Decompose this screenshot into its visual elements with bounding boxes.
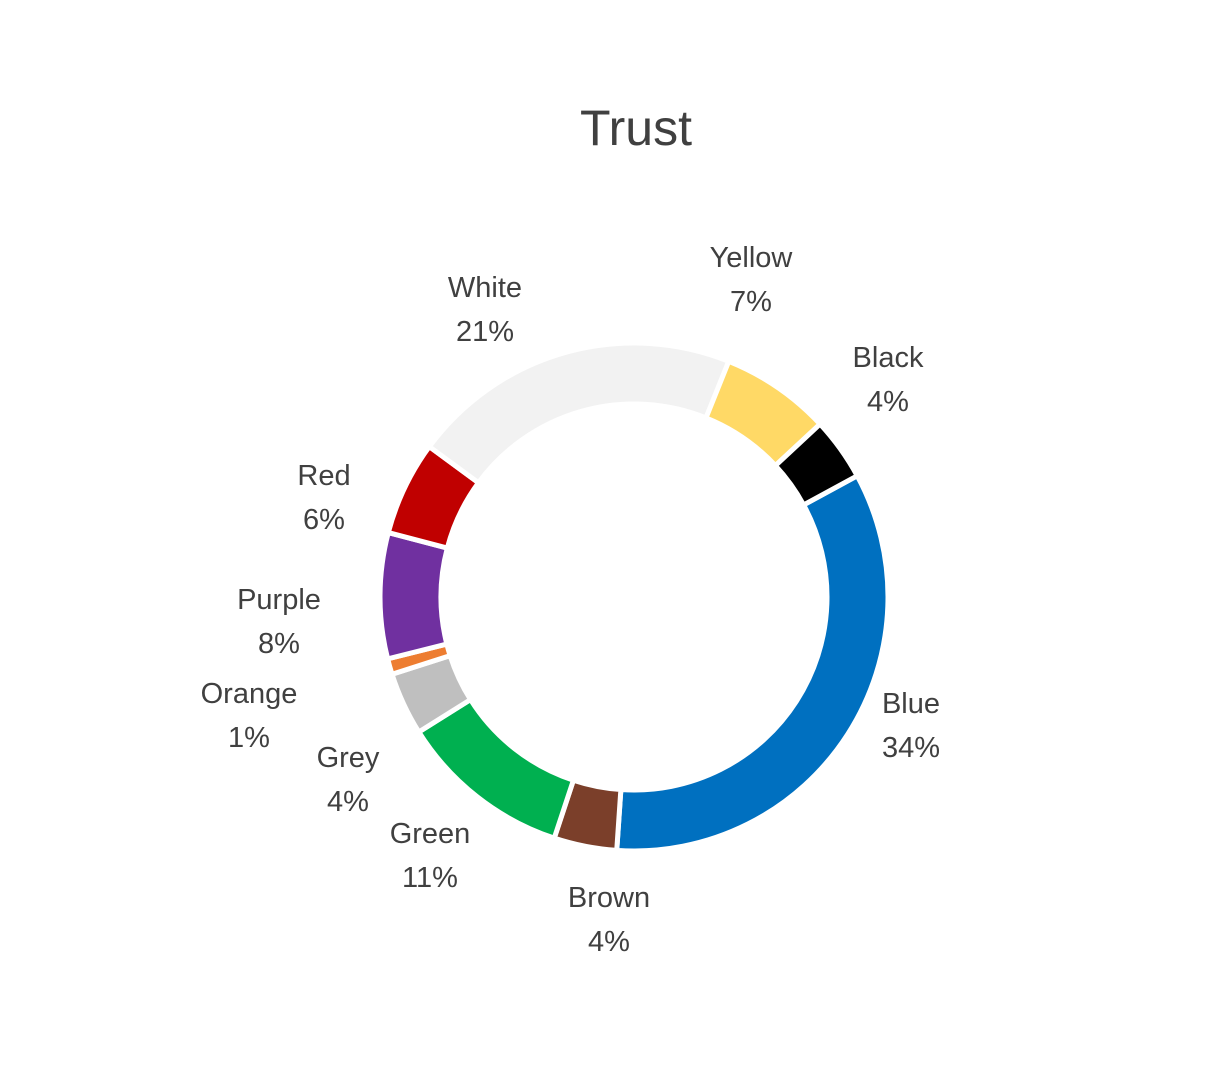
slice-percent-white: 21% (456, 316, 514, 348)
slice-percent-purple: 8% (258, 628, 300, 660)
slice-name-red: Red (297, 460, 350, 492)
slice-name-orange: Orange (201, 678, 298, 710)
donut-slices (377, 340, 891, 854)
slice-percent-red: 6% (303, 504, 345, 536)
slice-purple (377, 529, 451, 662)
slice-name-brown: Brown (568, 882, 650, 914)
slice-name-purple: Purple (237, 584, 321, 616)
slice-name-green: Green (390, 818, 471, 850)
slice-name-white: White (448, 272, 522, 304)
slice-percent-brown: 4% (588, 926, 630, 958)
slice-percent-yellow: 7% (730, 286, 772, 318)
slice-name-yellow: Yellow (710, 242, 794, 274)
slice-blue (614, 472, 891, 854)
slice-percent-blue: 34% (882, 732, 940, 764)
slice-name-black: Black (853, 342, 924, 374)
slice-labels: Blue 34% Brown 4% Green 11% Grey 4% Orange 1% Purp… (201, 242, 940, 958)
slice-white (425, 340, 732, 487)
slice-black (771, 420, 861, 509)
slice-percent-black: 4% (867, 386, 909, 418)
slice-name-blue: Blue (882, 688, 940, 720)
chart-title: Trust (580, 100, 692, 156)
slice-percent-grey: 4% (327, 786, 369, 818)
slice-percent-green: 11% (402, 862, 458, 894)
slice-percent-orange: 1% (228, 722, 270, 754)
slice-name-grey: Grey (317, 742, 380, 774)
